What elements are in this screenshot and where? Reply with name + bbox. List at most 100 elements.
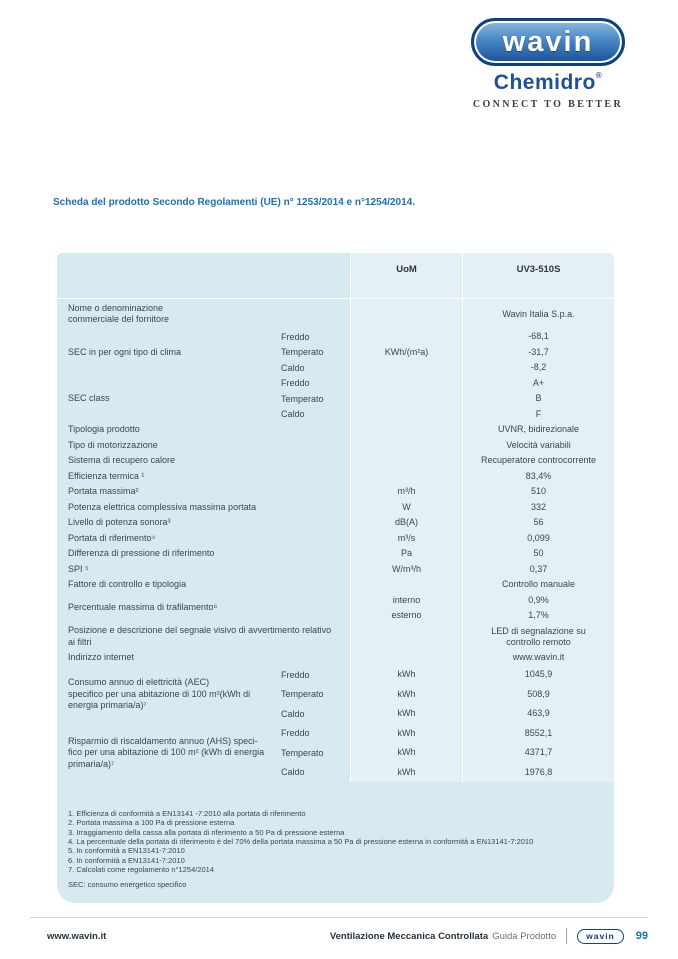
row-label: Tipologia prodotto bbox=[68, 424, 140, 434]
cell-uom bbox=[350, 453, 462, 469]
cell-uom bbox=[350, 437, 462, 453]
cell-climate: Temperato bbox=[281, 393, 324, 404]
table-header-row: UoM UV3-510S bbox=[57, 253, 614, 299]
cell-value: 463,9 bbox=[462, 704, 614, 724]
footnote-4: 4. La percentuale della portata di rifer… bbox=[68, 836, 534, 846]
cell-uom: interno bbox=[350, 592, 462, 608]
row-indirizzo-internet: Indirizzo internet www.wavin.it bbox=[57, 649, 614, 665]
row-spi: SPI ⁵ W/m³/h 0,37 bbox=[57, 561, 614, 577]
cell-value: Recuperatore controcorrente bbox=[462, 453, 614, 469]
row-label: SEC in per ogni tipo di clima bbox=[68, 346, 182, 357]
chemidro-logo: Chemidro® bbox=[493, 71, 603, 94]
cell-uom: KWh/(m²a) bbox=[350, 344, 462, 360]
page-number: 99 bbox=[635, 930, 648, 942]
row-label: SEC class bbox=[68, 393, 110, 403]
row-nome-fornitore: Nome o denominazione commerciale del for… bbox=[57, 299, 614, 329]
cell-uom: W/m³/h bbox=[350, 561, 462, 577]
cell-value: LED di segnalazione su controllo remoto bbox=[462, 623, 614, 650]
wavin-logo: wavin bbox=[471, 18, 625, 66]
cell-value: UVNR, bidirezionale bbox=[462, 422, 614, 438]
footnote-1: 1. Efficienza di conformità a EN13141 -7… bbox=[68, 808, 306, 818]
cell-value: www.wavin.it bbox=[462, 649, 614, 665]
footer-divider-line bbox=[30, 917, 648, 918]
cell-value: -8,2 bbox=[462, 360, 614, 376]
cell-climate: Freddo bbox=[281, 669, 310, 680]
cell-uom: kWh bbox=[350, 723, 462, 743]
row-label: Risparmio di riscaldamento annuo (AHS) s… bbox=[68, 735, 265, 769]
cell-value: 0,099 bbox=[462, 530, 614, 546]
row-label: Livello di potenza sonora³ bbox=[68, 517, 171, 527]
footer-url: www.wavin.it bbox=[47, 930, 107, 942]
cell-climate: Caldo bbox=[281, 708, 305, 719]
row-label: Posizione e descrizione del segnale visi… bbox=[68, 625, 332, 647]
cell-climate: Temperato bbox=[281, 689, 324, 700]
cell-value: 1,7% bbox=[462, 608, 614, 624]
page-title: Scheda del prodotto Secondo Regolamenti … bbox=[53, 197, 416, 208]
footer: www.wavin.it Ventilazione Meccanica Cont… bbox=[47, 926, 648, 946]
row-label: Consumo annuo di elettricità (AEC) speci… bbox=[68, 677, 251, 710]
cell-value: Velocità variabili bbox=[462, 437, 614, 453]
cell-uom bbox=[350, 468, 462, 484]
row-label: Differenza di pressione di riferimento bbox=[68, 548, 215, 558]
cell-uom bbox=[350, 375, 462, 391]
row-consumo-aec: Consumo annuo di elettricità (AEC) speci… bbox=[57, 665, 614, 724]
cell-climate: Freddo bbox=[281, 378, 310, 389]
cell-uom bbox=[350, 577, 462, 593]
cell-uom: Pa bbox=[350, 546, 462, 562]
row-sec-class: SEC class Freddo A+ Temperato B Caldo F bbox=[57, 375, 614, 422]
row-portata-massima: Portata massima² m³/h 510 bbox=[57, 484, 614, 500]
row-label: Efficienza termica ¹ bbox=[68, 470, 145, 481]
row-label: Fattore di controllo e tipologia bbox=[68, 579, 187, 589]
footer-right-block: Ventilazione Meccanica Controllata Guida… bbox=[330, 928, 648, 944]
cell-uom bbox=[350, 422, 462, 438]
brand-block: wavin Chemidro® CONNECT TO BETTER bbox=[468, 18, 628, 110]
cell-uom bbox=[350, 649, 462, 665]
column-header-uom: UoM bbox=[350, 253, 462, 298]
cell-uom: kWh bbox=[350, 665, 462, 685]
brand-tagline: CONNECT TO BETTER bbox=[472, 99, 624, 110]
row-label: Portata massima² bbox=[68, 486, 139, 496]
cell-uom bbox=[350, 360, 462, 376]
row-label: Sistema di recupero calore bbox=[68, 455, 176, 465]
row-trafilamento: Percentuale massima di trafilamento⁶ int… bbox=[57, 592, 614, 624]
cell-value: 83,4% bbox=[462, 468, 614, 484]
footer-series-title: Ventilazione Meccanica Controllata bbox=[329, 930, 489, 942]
cell-value: 56 bbox=[462, 515, 614, 531]
footnote-5: 5. In conformità a EN13141-7:2010 bbox=[68, 846, 185, 856]
cell-climate: Caldo bbox=[281, 767, 305, 778]
cell-uom: kWh bbox=[350, 704, 462, 724]
product-data-table: UoM UV3-510S Nome o denominazione commer… bbox=[57, 253, 614, 903]
footnote-7: 7. Calcolati come regolamento n°1254/201… bbox=[68, 865, 215, 875]
cell-value: -68,1 bbox=[462, 329, 614, 345]
cell-uom: W bbox=[350, 499, 462, 515]
header-sub-cell bbox=[281, 253, 350, 298]
row-portata-riferimento: Portata di riferimento⁴ m³/s 0,099 bbox=[57, 530, 614, 546]
row-label: SPI ⁵ bbox=[68, 563, 89, 574]
cell-uom: kWh bbox=[350, 743, 462, 763]
cell-value: 332 bbox=[462, 499, 614, 515]
row-potenza-elettrica: Potenza elettrica complessiva massima po… bbox=[57, 499, 614, 515]
cell-climate: Freddo bbox=[281, 728, 310, 739]
cell-uom bbox=[350, 391, 462, 407]
cell-value: F bbox=[462, 406, 614, 422]
cell-value: Controllo manuale bbox=[462, 577, 614, 593]
cell-uom bbox=[350, 623, 462, 650]
cell-climate: Temperato bbox=[281, 747, 324, 758]
cell-value: B bbox=[462, 391, 614, 407]
cell-climate: Caldo bbox=[281, 409, 305, 420]
cell-value: Wavin Italia S.p.a. bbox=[462, 299, 614, 329]
wavin-logo-text: wavin bbox=[502, 25, 594, 58]
cell-value: A+ bbox=[462, 375, 614, 391]
cell-uom: dB(A) bbox=[350, 515, 462, 531]
row-fattore-controllo: Fattore di controllo e tipologia Control… bbox=[57, 577, 614, 593]
cell-value: 4371,7 bbox=[462, 743, 614, 763]
row-sistema-recupero: Sistema di recupero calore Recuperatore … bbox=[57, 453, 614, 469]
cell-value: 0,37 bbox=[462, 561, 614, 577]
row-label: Indirizzo internet bbox=[68, 651, 135, 662]
cell-value: 1045,9 bbox=[462, 665, 614, 685]
cell-uom bbox=[350, 406, 462, 422]
row-tipo-motorizzazione: Tipo di motorizzazione Velocità variabil… bbox=[57, 437, 614, 453]
cell-value: 1976,8 bbox=[462, 762, 614, 782]
row-sec-clima: SEC in per ogni tipo di clima Freddo -68… bbox=[57, 329, 614, 376]
